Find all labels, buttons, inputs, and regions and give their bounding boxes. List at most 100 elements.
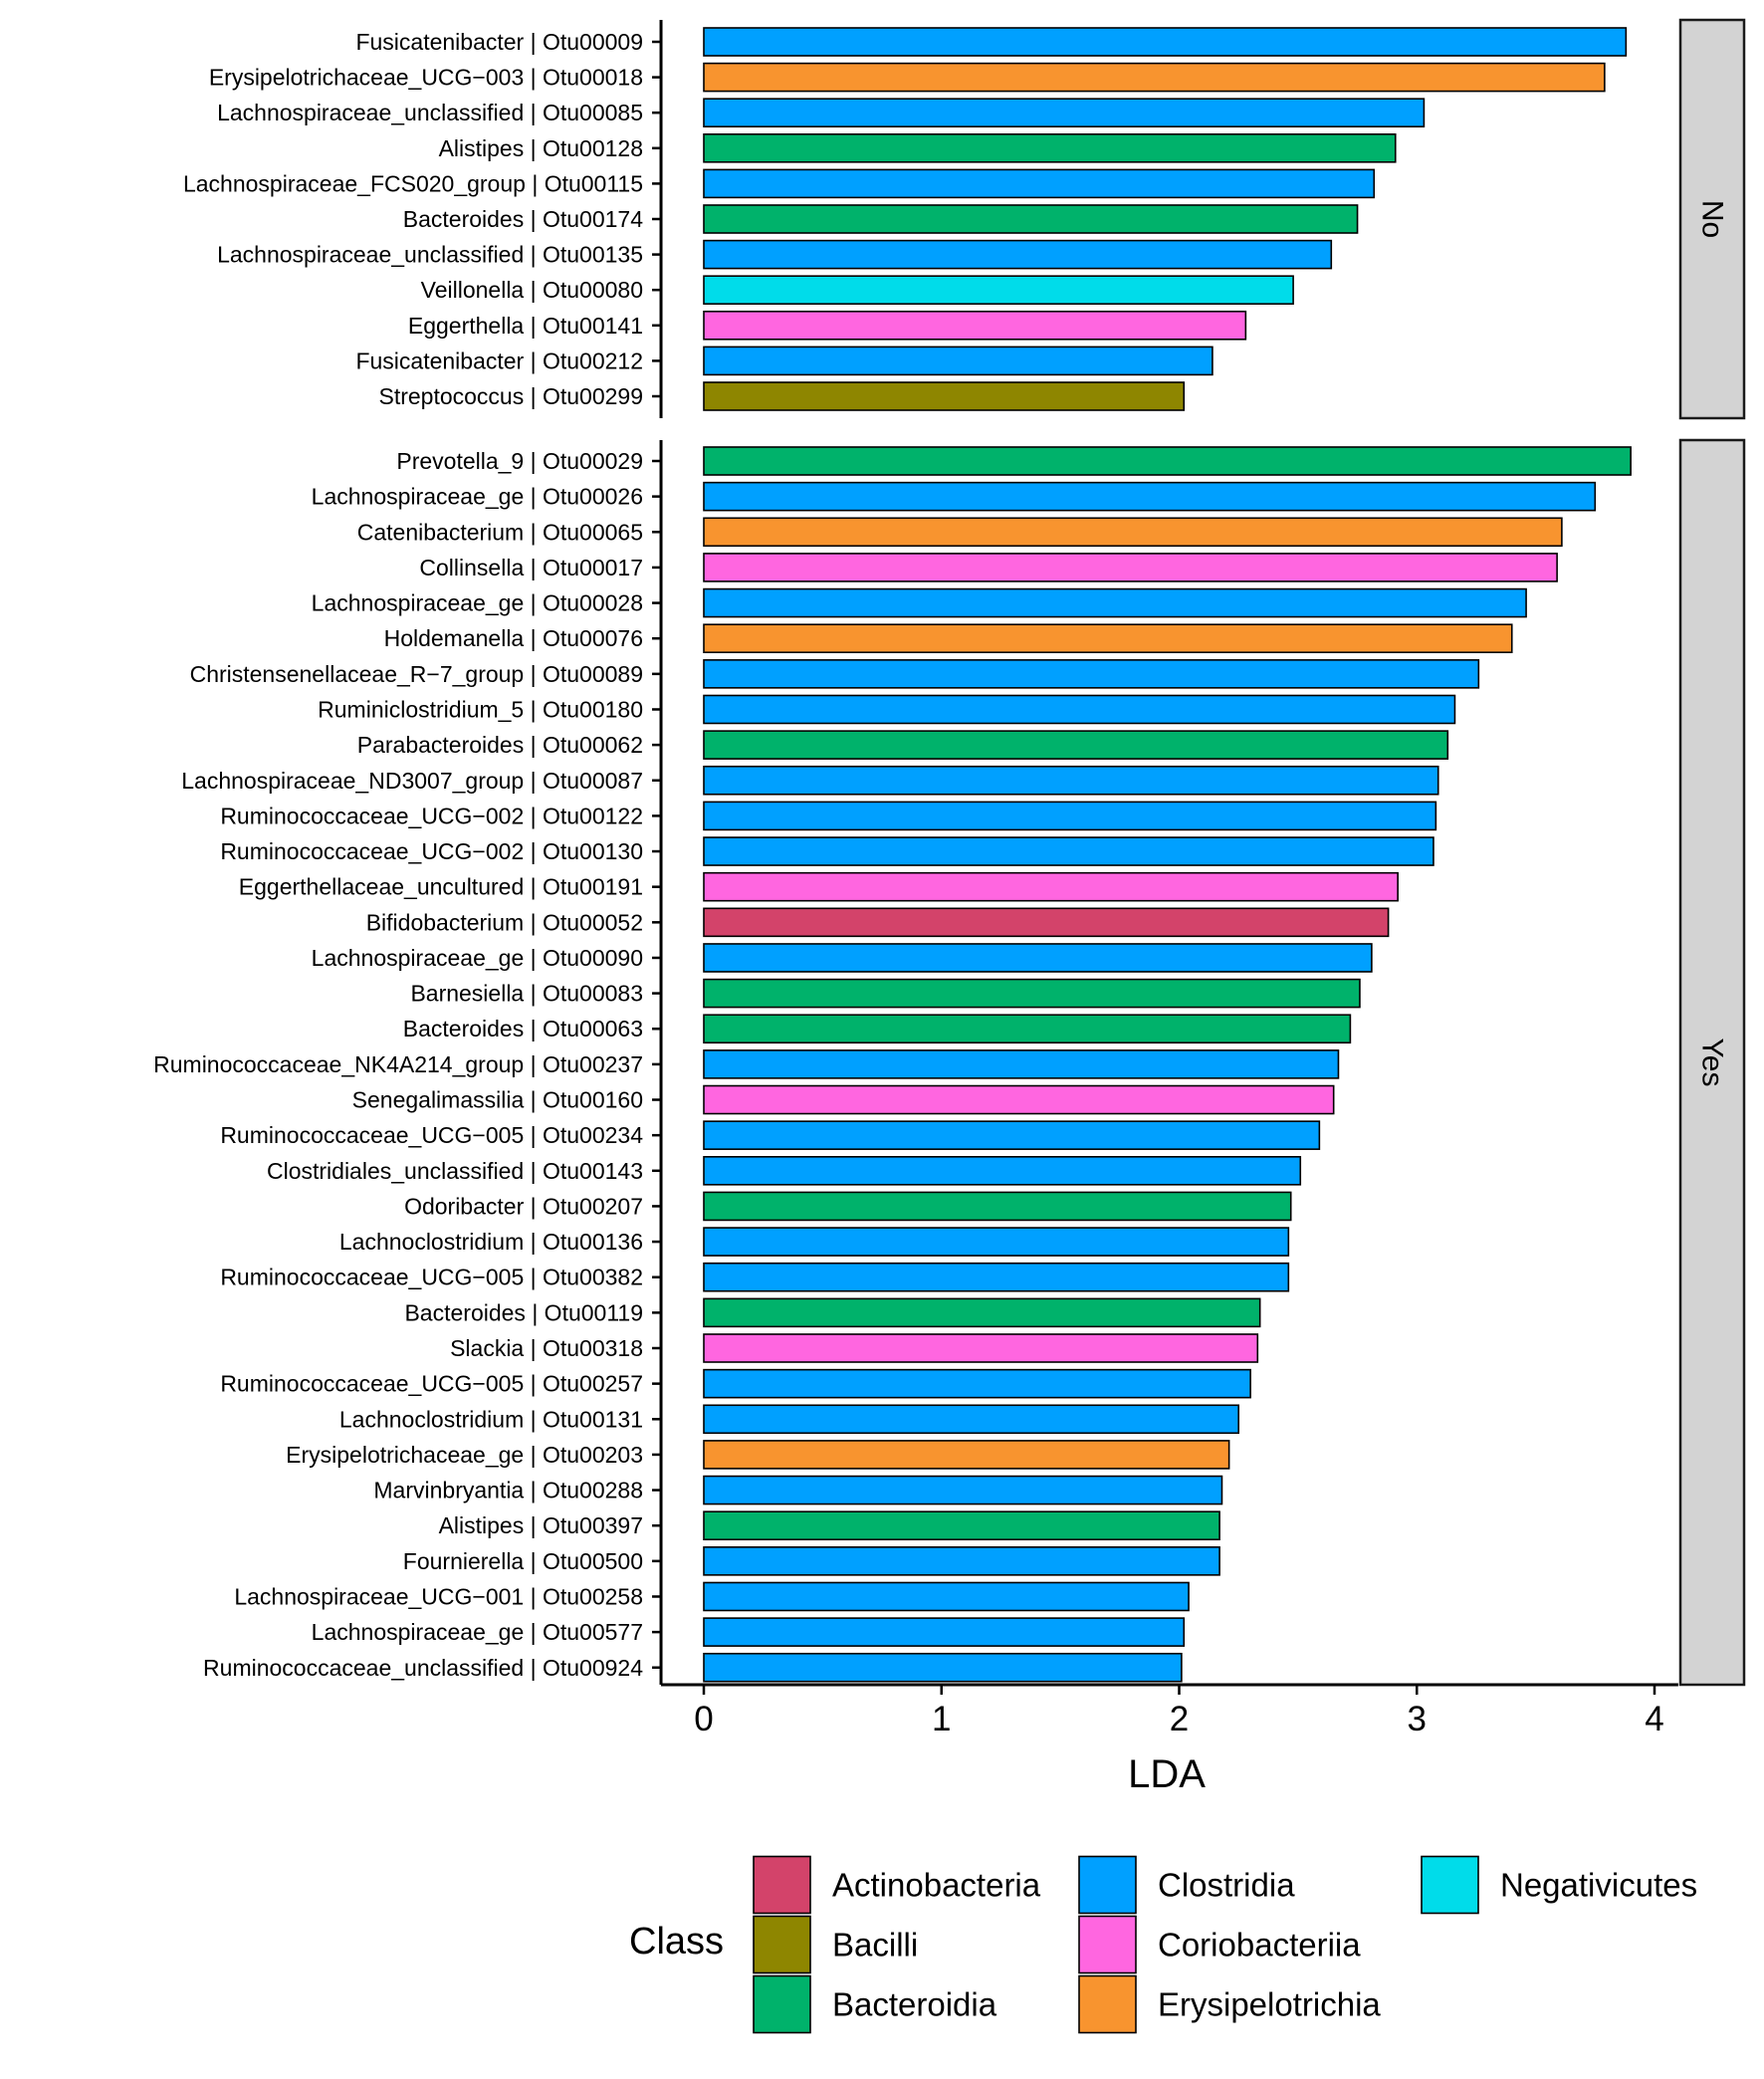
legend-items: Actinobacteria Bacilli Bacteroidia Clostrid… xyxy=(753,1855,1697,2034)
x-tick-label-4: 4 xyxy=(1645,1700,1663,1738)
bar-holdemanella-otu00076 xyxy=(703,623,1513,654)
legend-key-bacteroidia xyxy=(753,1974,811,2034)
bar-label-lachnoclostridium-otu00131: Lachnoclostridium | Otu00131 xyxy=(339,1406,643,1432)
bar-label-lachnospiraceae-ge-otu00026: Lachnospiraceae_ge | Otu00026 xyxy=(312,484,643,510)
bar-label-ruminococcaceae-nk4a214-group-otu00237: Ruminococcaceae_NK4A214_group | Otu00237 xyxy=(153,1051,643,1077)
bar-bifidobacterium-otu00052 xyxy=(703,907,1390,938)
bar-label-slackia-otu00318: Slackia | Otu00318 xyxy=(450,1335,643,1361)
bar-label-odoribacter-otu00207: Odoribacter | Otu00207 xyxy=(404,1193,643,1219)
bar-lachnospiraceae-ge-otu00577 xyxy=(703,1617,1186,1647)
bar-label-marvinbryantia-otu00288: Marvinbryantia | Otu00288 xyxy=(373,1478,643,1503)
legend-label-negativicutes: Negativicutes xyxy=(1500,1867,1697,1904)
bar-lachnospiraceae-ge-otu00028 xyxy=(703,587,1527,618)
bar-ruminococcaceae-ucg-005-otu00257 xyxy=(703,1368,1251,1399)
bar-label-fusicatenibacter-otu00009: Fusicatenibacter | Otu00009 xyxy=(355,29,643,55)
bar-label-alistipes-otu00128: Alistipes | Otu00128 xyxy=(439,135,643,161)
bar-ruminococcaceae-unclassified-otu00924 xyxy=(703,1652,1183,1683)
bar-alistipes-otu00397 xyxy=(703,1510,1220,1540)
facet-panel-no: Fusicatenibacter | Otu00009 Erysipelotric… xyxy=(183,20,1628,418)
bar-label-erysipelotrichaceae-ge-otu00203: Erysipelotrichaceae_ge | Otu00203 xyxy=(286,1442,643,1468)
bar-label-erysipelotrichaceae-ucg-003-otu00018: Erysipelotrichaceae_UCG−003 | Otu00018 xyxy=(209,65,643,91)
bar-bacteroides-otu00174 xyxy=(703,204,1359,234)
bar-bacteroides-otu00063 xyxy=(703,1014,1352,1044)
bar-fusicatenibacter-otu00212 xyxy=(703,346,1213,376)
bar-label-bifidobacterium-otu00052: Bifidobacterium | Otu00052 xyxy=(366,909,643,935)
bar-label-barnesiella-otu00083: Barnesiella | Otu00083 xyxy=(410,981,643,1007)
bar-erysipelotrichaceae-ucg-003-otu00018 xyxy=(703,62,1606,93)
bar-alistipes-otu00128 xyxy=(703,133,1397,163)
bar-label-lachnospiraceae-ucg-001-otu00258: Lachnospiraceae_UCG−001 | Otu00258 xyxy=(234,1583,643,1609)
bar-erysipelotrichaceae-ge-otu00203 xyxy=(703,1440,1230,1470)
bar-ruminococcaceae-ucg-002-otu00130 xyxy=(703,836,1434,866)
facet-strip-no: No xyxy=(1678,18,1746,420)
facet-strip-no-label: No xyxy=(1696,200,1729,238)
legend-key-coriobacteriia xyxy=(1078,1915,1137,1974)
bar-catenibacterium-otu00065 xyxy=(703,517,1563,548)
bar-label-lachnospiraceae-fcs020-group-otu00115: Lachnospiraceae_FCS020_group | Otu00115 xyxy=(183,170,643,196)
bar-label-bacteroides-otu00174: Bacteroides | Otu00174 xyxy=(403,206,643,232)
legend-key-clostridia xyxy=(1078,1855,1137,1915)
facet-strip-yes-label: Yes xyxy=(1696,1039,1729,1087)
bar-lachnospiraceae-unclassified-otu00135 xyxy=(703,239,1333,270)
bar-fournierella-otu00500 xyxy=(703,1546,1220,1576)
bar-senegalimassilia-otu00160 xyxy=(703,1084,1335,1115)
legend-label-bacilli: Bacilli xyxy=(832,1927,918,1964)
bar-streptococcus-otu00299 xyxy=(703,381,1186,411)
bar-label-ruminococcaceae-ucg-002-otu00122: Ruminococcaceae_UCG−002 | Otu00122 xyxy=(220,803,643,828)
bar-eggerthellaceae-uncultured-otu00191 xyxy=(703,871,1399,902)
bar-label-lachnospiraceae-nd3007-group-otu00087: Lachnospiraceae_ND3007_group | Otu00087 xyxy=(181,768,643,794)
bar-label-holdemanella-otu00076: Holdemanella | Otu00076 xyxy=(384,625,643,651)
bar-label-ruminococcaceae-ucg-005-otu00257: Ruminococcaceae_UCG−005 | Otu00257 xyxy=(220,1371,643,1397)
bar-ruminococcaceae-nk4a214-group-otu00237 xyxy=(703,1049,1340,1079)
legend-label-bacteroidia: Bacteroidia xyxy=(832,1986,997,2023)
bar-label-bacteroides-otu00063: Bacteroides | Otu00063 xyxy=(403,1016,643,1041)
legend-label-clostridia: Clostridia xyxy=(1158,1867,1295,1904)
bar-collinsella-otu00017 xyxy=(703,553,1558,582)
bar-lachnospiraceae-ucg-001-otu00258 xyxy=(703,1581,1190,1612)
legend-key-erysipelotrichia xyxy=(1078,1974,1137,2034)
x-tick-label-3: 3 xyxy=(1408,1700,1427,1738)
x-tick-label-0: 0 xyxy=(694,1700,713,1738)
bar-lachnospiraceae-unclassified-otu00085 xyxy=(703,98,1426,127)
bar-label-senegalimassilia-otu00160: Senegalimassilia | Otu00160 xyxy=(352,1087,643,1113)
bar-odoribacter-otu00207 xyxy=(703,1191,1292,1222)
bar-label-ruminiclostridium-5-otu00180: Ruminiclostridium_5 | Otu00180 xyxy=(318,696,643,722)
bar-marvinbryantia-otu00288 xyxy=(703,1475,1223,1505)
bar-ruminococcaceae-ucg-005-otu00234 xyxy=(703,1120,1321,1150)
bar-christensenellaceae-r-7-group-otu00089 xyxy=(703,659,1480,689)
bar-fusicatenibacter-otu00009 xyxy=(703,27,1628,57)
bar-parabacteroides-otu00062 xyxy=(703,730,1449,760)
legend-label-actinobacteria: Actinobacteria xyxy=(832,1867,1041,1904)
bar-label-fusicatenibacter-otu00212: Fusicatenibacter | Otu00212 xyxy=(355,347,643,373)
bar-label-lachnospiraceae-ge-otu00577: Lachnospiraceae_ge | Otu00577 xyxy=(312,1619,643,1645)
bar-lachnospiraceae-nd3007-group-otu00087 xyxy=(703,765,1439,796)
bar-label-prevotella-9-otu00029: Prevotella_9 | Otu00029 xyxy=(396,448,643,474)
bar-label-lachnospiraceae-unclassified-otu00135: Lachnospiraceae_unclassified | Otu00135 xyxy=(217,242,643,268)
bar-label-catenibacterium-otu00065: Catenibacterium | Otu00065 xyxy=(357,519,643,545)
bar-label-fournierella-otu00500: Fournierella | Otu00500 xyxy=(403,1548,643,1574)
x-axis-title: LDA xyxy=(1128,1752,1206,1796)
bar-label-lachnospiraceae-unclassified-otu00085: Lachnospiraceae_unclassified | Otu00085 xyxy=(217,100,643,125)
facet-strip-yes-box xyxy=(1678,438,1746,1687)
bar-label-lachnospiraceae-ge-otu00090: Lachnospiraceae_ge | Otu00090 xyxy=(312,945,643,971)
legend-label-erysipelotrichia: Erysipelotrichia xyxy=(1158,1986,1381,2023)
bar-lachnospiraceae-fcs020-group-otu00115 xyxy=(703,168,1376,199)
bar-ruminococcaceae-ucg-005-otu00382 xyxy=(703,1262,1290,1292)
facet-strip-no-box xyxy=(1678,18,1746,420)
x-axis: 0 1 2 3 4 xyxy=(661,1683,1678,1738)
bar-label-lachnospiraceae-ge-otu00028: Lachnospiraceae_ge | Otu00028 xyxy=(312,590,643,616)
legend-label-coriobacteriia: Coriobacteriia xyxy=(1158,1927,1361,1964)
bar-label-eggerthellaceae-uncultured-otu00191: Eggerthellaceae_uncultured | Otu00191 xyxy=(239,874,643,900)
bar-label-ruminococcaceae-ucg-002-otu00130: Ruminococcaceae_UCG−002 | Otu00130 xyxy=(220,838,643,864)
bar-label-streptococcus-otu00299: Streptococcus | Otu00299 xyxy=(378,383,643,409)
bar-clostridiales-unclassified-otu00143 xyxy=(703,1156,1302,1186)
bar-eggerthella-otu00141 xyxy=(703,310,1247,341)
bar-label-eggerthella-otu00141: Eggerthella | Otu00141 xyxy=(408,313,643,339)
bar-barnesiella-otu00083 xyxy=(703,978,1361,1009)
bar-ruminococcaceae-ucg-002-otu00122 xyxy=(703,801,1437,831)
bar-veillonella-otu00080 xyxy=(703,275,1294,306)
bar-label-bacteroides-otu00119: Bacteroides | Otu00119 xyxy=(404,1299,643,1325)
bar-prevotella-9-otu00029 xyxy=(703,446,1632,476)
bar-label-christensenellaceae-r-7-group-otu00089: Christensenellaceae_R−7_group | Otu00089 xyxy=(190,661,643,687)
bar-bacteroides-otu00119 xyxy=(703,1297,1261,1328)
